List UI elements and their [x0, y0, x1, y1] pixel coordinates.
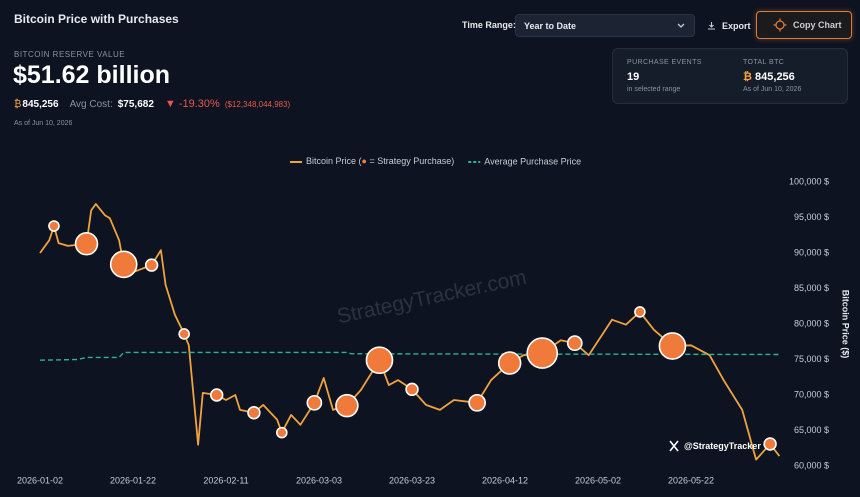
credit: @StrategyTracker [684, 441, 761, 451]
purchase-marker [109, 250, 138, 279]
reserve-value: $51.62 billion [13, 61, 171, 89]
x-tick-label: 2026-02-11 [203, 475, 248, 485]
purchase-marker [178, 328, 190, 340]
x-tick-label: 2026-03-03 [296, 475, 342, 485]
summary-card: PURCHASE EVENTS 19 in selected range TOT… [612, 48, 848, 104]
y-axis-label: Bitcoin Price ($) [841, 290, 851, 359]
y-tick-label: 90,000 $ [794, 247, 829, 257]
purchase-marker [763, 437, 777, 451]
legend-text: Bitcoin Price ( [306, 156, 362, 166]
purchase-events-note: in selected range [627, 86, 681, 93]
purchase-events: 19 [627, 71, 640, 83]
chevron-icon [677, 23, 685, 28]
total-btc-symbol: ₿ [743, 71, 752, 83]
x-tick-label: 2026-05-22 [668, 475, 714, 485]
copy-chart-button[interactable]: Copy Chart [756, 11, 852, 39]
avg-cost-label: Avg Cost: [69, 99, 113, 110]
time-range-select[interactable]: Year to Date [515, 14, 695, 37]
legend-dot: ● [362, 156, 367, 166]
y-tick-label: 75,000 $ [794, 354, 829, 364]
y-tick-label: 60,000 $ [794, 460, 829, 470]
total-btc-label: TOTAL BTC [743, 59, 785, 66]
legend-text: = Strategy Purchase) [367, 156, 454, 166]
btc-symbol: ₿ [14, 99, 22, 110]
purchase-marker [658, 332, 687, 360]
purchase-marker [365, 346, 394, 375]
download-icon [708, 22, 715, 30]
series-line [39, 351, 780, 361]
x-tick-label: 2026-05-02 [575, 475, 621, 485]
purchase-marker [468, 393, 486, 412]
purchase-marker [209, 388, 224, 402]
purchase-marker [247, 406, 261, 420]
total-btc-note: As of Jun 10, 2026 [743, 86, 802, 93]
avg-cost: $75,682 [117, 99, 154, 110]
purchase-marker [74, 232, 99, 256]
watermark: StrategyTracker.com [335, 266, 529, 329]
btc-amount: 845,256 [22, 99, 59, 110]
change-percent: ▼ -19.30% [164, 98, 220, 110]
purchase-marker [144, 258, 159, 272]
y-tick-label: 95,000 $ [794, 212, 829, 222]
y-tick-label: 65,000 $ [794, 425, 829, 435]
total-btc: ₿ 845,256 [743, 71, 795, 83]
x-tick-label: 2026-03-23 [389, 475, 435, 485]
x-logo [669, 440, 679, 452]
as-of: As of Jun 10, 2026 [14, 120, 73, 127]
x-tick-label: 2026-01-22 [110, 475, 156, 485]
purchase-marker [566, 335, 583, 352]
total-btc-value: 845,256 [755, 71, 795, 83]
purchase-marker [405, 382, 419, 397]
change-amount: ($12,348,044,983) [224, 100, 291, 109]
x-tick-label: 2026-04-12 [482, 475, 528, 485]
copy-icon [773, 18, 787, 32]
x-tick-label: 2026-01-02 [17, 475, 63, 485]
purchase-marker [526, 337, 559, 369]
copy-chart-label: Copy Chart [793, 20, 842, 30]
page-title: Bitcoin Price with Purchases [14, 12, 179, 26]
purchase-marker [48, 220, 60, 232]
legend-label: Bitcoin Price (● = Strategy Purchase) [306, 156, 454, 166]
y-tick-label: 70,000 $ [794, 389, 829, 399]
purchase-marker [306, 394, 323, 411]
time-range-value: Year to Date [524, 20, 577, 31]
purchase-events-label: PURCHASE EVENTS [627, 59, 702, 66]
purchase-marker [497, 351, 522, 375]
reserve-label: BITCOIN RESERVE VALUE [14, 50, 126, 59]
purchase-marker [276, 426, 288, 439]
export-button[interactable]: Export [700, 14, 751, 37]
purchase-marker [634, 306, 646, 318]
y-tick-label: 100,000 $ [789, 176, 829, 186]
purchase-marker [335, 393, 359, 418]
export-label: Export [722, 20, 751, 31]
time-range-label: Time Range: [462, 20, 516, 30]
y-tick-label: 80,000 $ [794, 318, 829, 328]
reserve-details: ₿ 845,256 Avg Cost: $75,682 ▼ -19.30% ($… [14, 98, 290, 110]
y-tick-label: 85,000 $ [794, 283, 829, 293]
series-line [39, 203, 781, 461]
legend-label: Average Purchase Price [484, 156, 581, 166]
